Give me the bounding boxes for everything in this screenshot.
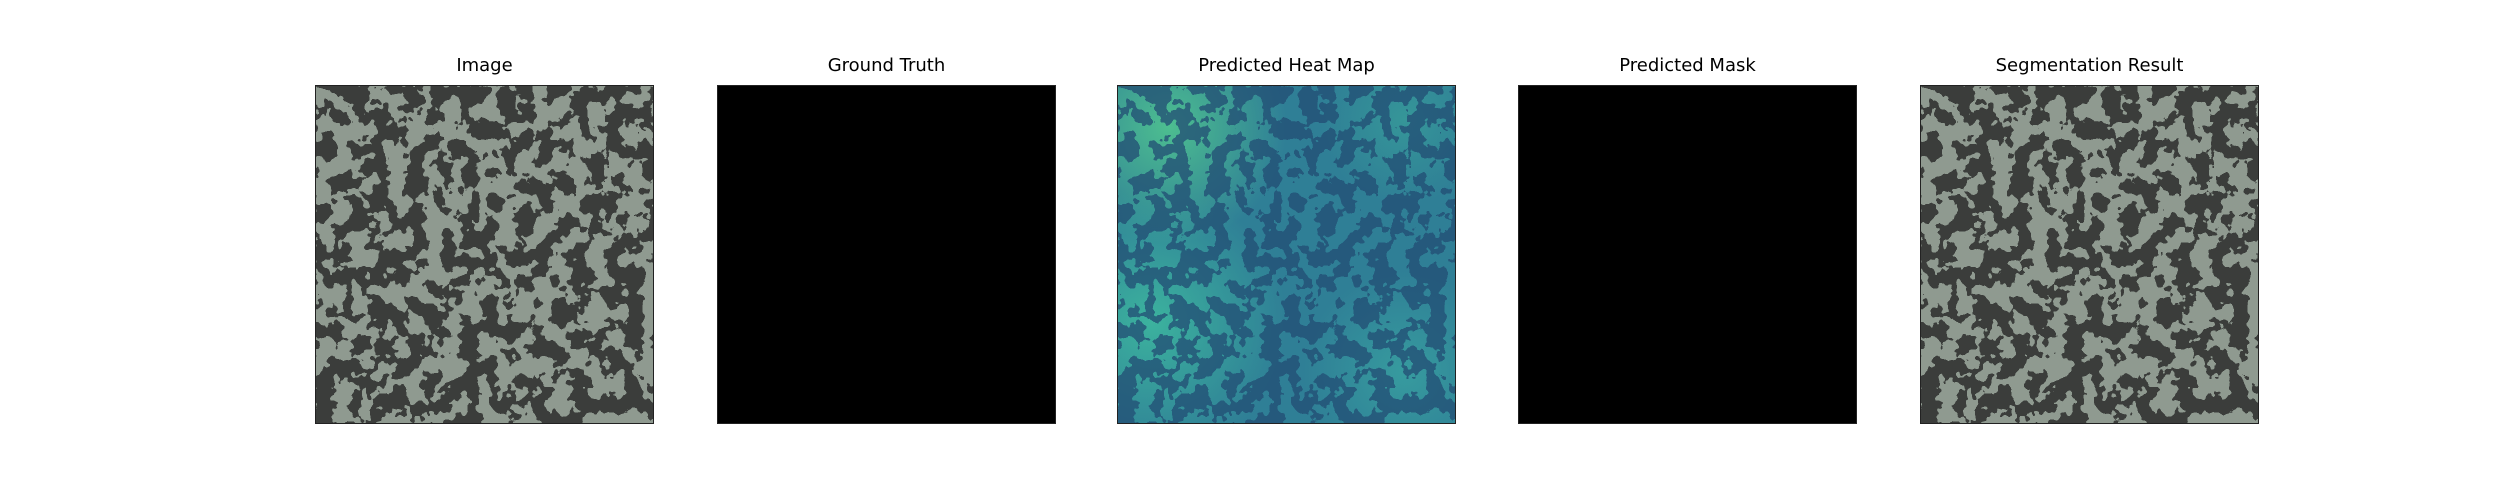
texture-image <box>316 86 653 423</box>
ground-truth-frame <box>717 85 1056 424</box>
heat-map-image <box>1118 86 1455 423</box>
ground-truth-mask <box>718 86 1055 423</box>
panel-title-ground-truth: Ground Truth <box>827 55 946 76</box>
segmentation-result-frame <box>1920 85 2259 424</box>
panel-title-heat-map: Predicted Heat Map <box>1198 55 1375 76</box>
heat-map-frame <box>1117 85 1456 424</box>
predicted-mask-image <box>1519 86 1856 423</box>
segmentation-result-image <box>1921 86 2258 423</box>
panel-title-image: Image <box>456 55 513 76</box>
panel-title-predicted-mask: Predicted Mask <box>1619 55 1756 76</box>
panel-title-segmentation-result: Segmentation Result <box>1995 55 2184 76</box>
image-frame <box>315 85 654 424</box>
predicted-mask-frame <box>1518 85 1857 424</box>
